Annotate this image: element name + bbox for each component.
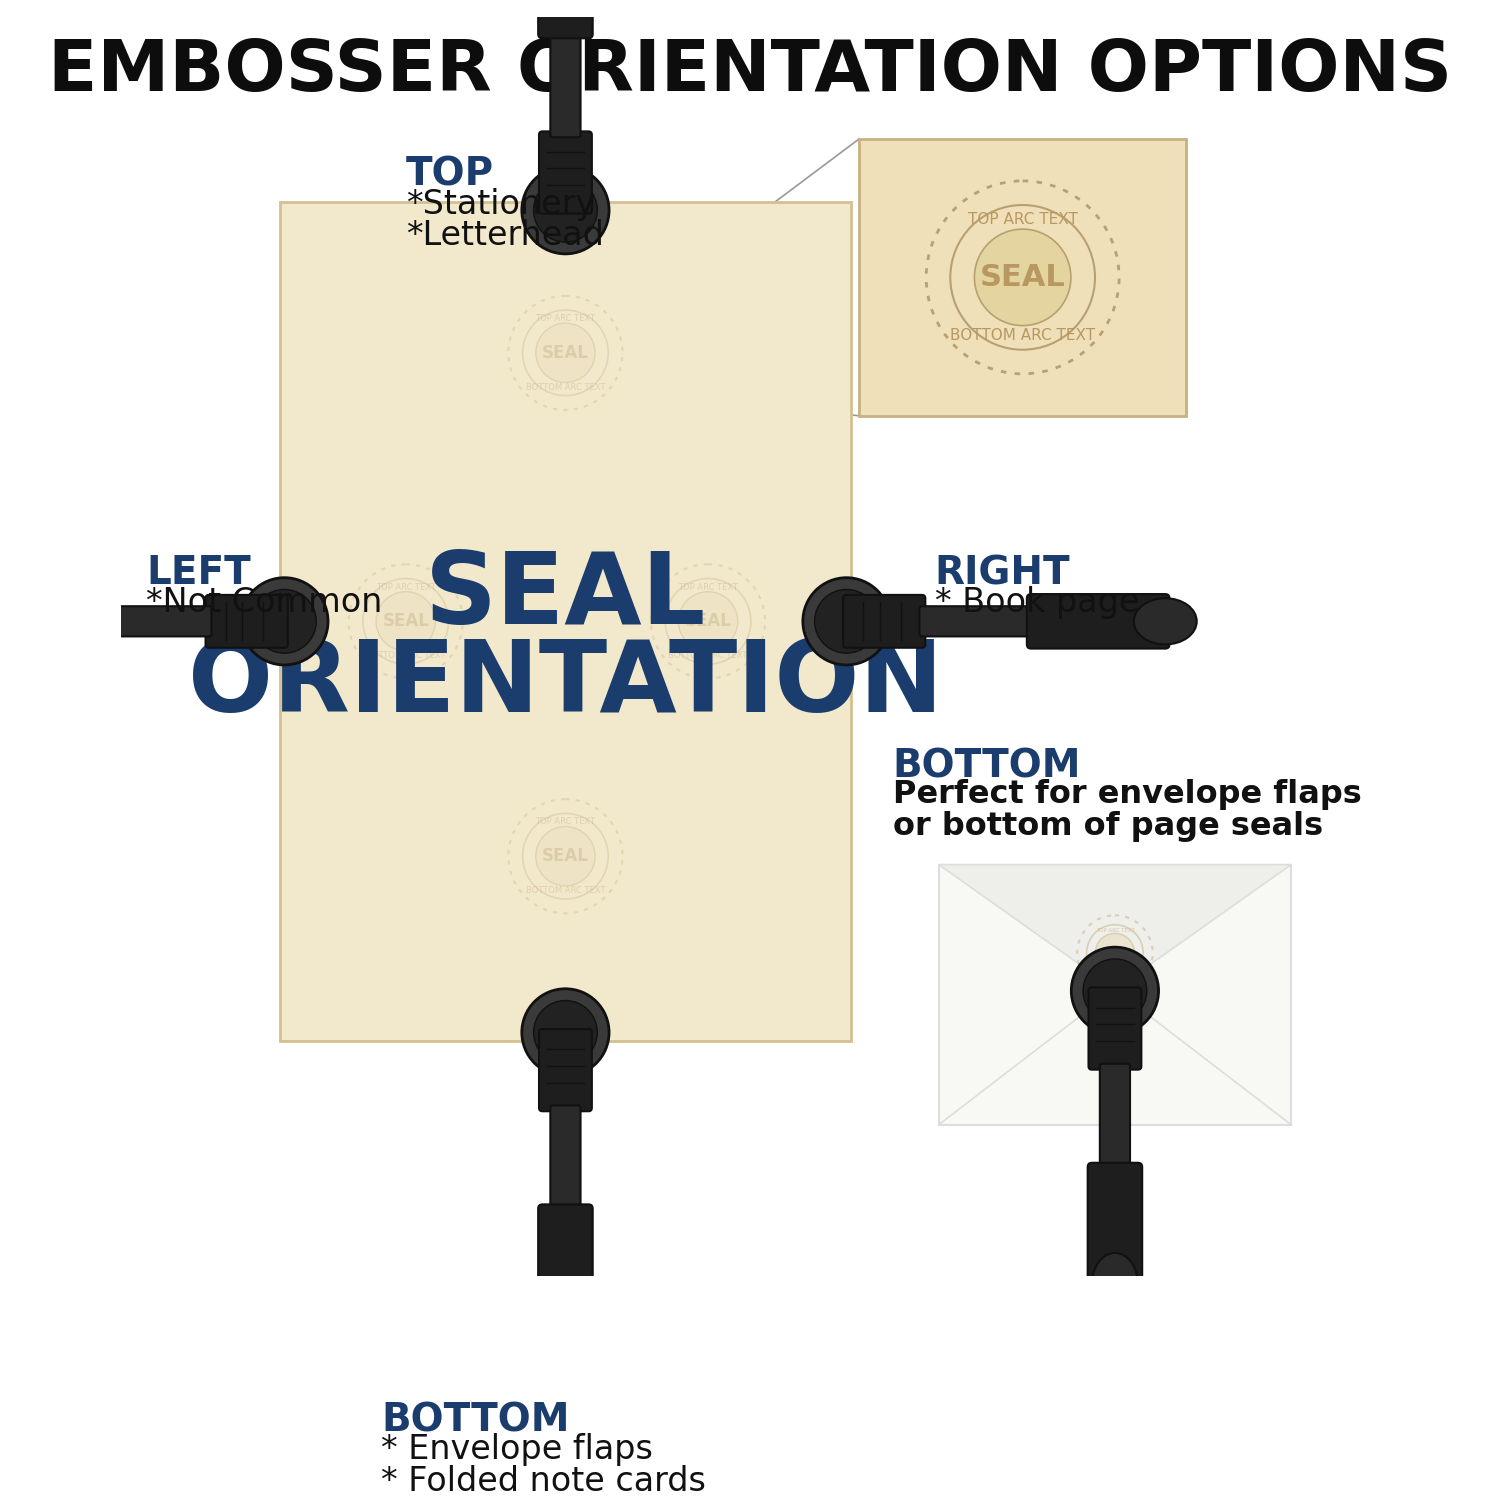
FancyBboxPatch shape: [538, 132, 592, 213]
Text: BOTTOM ARC TEXT: BOTTOM ARC TEXT: [526, 886, 605, 896]
Text: BOTTOM ARC TEXT: BOTTOM ARC TEXT: [1089, 974, 1140, 978]
Circle shape: [242, 578, 328, 664]
Text: TOP ARC TEXT: TOP ARC TEXT: [968, 211, 1077, 226]
Text: *Not Common: *Not Common: [146, 586, 382, 620]
Text: SEAL: SEAL: [382, 612, 429, 630]
FancyBboxPatch shape: [538, 1029, 592, 1112]
FancyBboxPatch shape: [1100, 1064, 1130, 1170]
Circle shape: [534, 1000, 597, 1065]
Circle shape: [536, 322, 596, 382]
Text: * Envelope flaps: * Envelope flaps: [381, 1434, 652, 1467]
Text: EMBOSSER ORIENTATION OPTIONS: EMBOSSER ORIENTATION OPTIONS: [48, 38, 1452, 106]
Text: BOTTOM: BOTTOM: [892, 747, 1082, 784]
Text: TOP ARC TEXT: TOP ARC TEXT: [536, 818, 596, 827]
Text: RIGHT: RIGHT: [934, 554, 1070, 592]
Text: TOP ARC TEXT: TOP ARC TEXT: [678, 582, 738, 591]
Circle shape: [951, 206, 1095, 350]
Circle shape: [252, 590, 316, 652]
FancyBboxPatch shape: [550, 1106, 580, 1210]
Text: SEAL: SEAL: [980, 262, 1065, 292]
Text: *Letterhead: *Letterhead: [406, 219, 604, 252]
Text: Perfect for envelope flaps: Perfect for envelope flaps: [892, 778, 1362, 810]
FancyBboxPatch shape: [939, 864, 1292, 1125]
Circle shape: [1083, 958, 1148, 1023]
Text: TOP ARC TEXT: TOP ARC TEXT: [375, 582, 435, 591]
FancyBboxPatch shape: [920, 606, 1034, 636]
FancyBboxPatch shape: [1089, 987, 1142, 1070]
Text: * Book page: * Book page: [934, 586, 1138, 620]
Text: *Stationery: *Stationery: [406, 188, 596, 220]
FancyBboxPatch shape: [538, 1204, 592, 1330]
Text: BOTTOM ARC TEXT: BOTTOM ARC TEXT: [366, 651, 446, 660]
Circle shape: [1095, 933, 1134, 972]
FancyBboxPatch shape: [98, 606, 211, 636]
Ellipse shape: [1092, 1252, 1138, 1316]
Text: SEAL: SEAL: [542, 344, 590, 362]
Circle shape: [376, 591, 435, 651]
FancyBboxPatch shape: [538, 0, 592, 39]
Ellipse shape: [543, 1294, 588, 1358]
Text: TOP ARC TEXT: TOP ARC TEXT: [1095, 928, 1134, 933]
Text: BOTTOM ARC TEXT: BOTTOM ARC TEXT: [526, 382, 605, 392]
Circle shape: [802, 578, 889, 664]
Text: SEAL: SEAL: [424, 548, 706, 645]
Text: BOTTOM ARC TEXT: BOTTOM ARC TEXT: [950, 328, 1095, 344]
Circle shape: [1071, 946, 1158, 1035]
FancyBboxPatch shape: [206, 596, 288, 648]
FancyBboxPatch shape: [280, 202, 850, 1041]
Text: LEFT: LEFT: [146, 554, 250, 592]
Circle shape: [522, 166, 609, 254]
Text: or bottom of page seals: or bottom of page seals: [892, 812, 1323, 842]
Circle shape: [522, 988, 609, 1076]
Circle shape: [536, 827, 596, 886]
Ellipse shape: [1134, 598, 1197, 645]
FancyBboxPatch shape: [1088, 1162, 1142, 1288]
Text: SEAL: SEAL: [542, 847, 590, 865]
Text: TOP: TOP: [406, 156, 494, 194]
Circle shape: [534, 178, 597, 242]
FancyBboxPatch shape: [859, 140, 1186, 416]
Text: * Folded note cards: * Folded note cards: [381, 1466, 706, 1498]
FancyBboxPatch shape: [0, 594, 104, 648]
Circle shape: [678, 591, 738, 651]
Circle shape: [975, 230, 1071, 326]
Text: ORIENTATION: ORIENTATION: [188, 636, 944, 732]
FancyBboxPatch shape: [1028, 594, 1170, 648]
Text: TOP ARC TEXT: TOP ARC TEXT: [536, 314, 596, 322]
FancyBboxPatch shape: [843, 596, 926, 648]
Polygon shape: [939, 864, 1292, 990]
Text: SEAL: SEAL: [684, 612, 732, 630]
Text: BOTTOM ARC TEXT: BOTTOM ARC TEXT: [669, 651, 747, 660]
Circle shape: [815, 590, 879, 652]
Text: SEAL: SEAL: [1100, 948, 1131, 958]
FancyBboxPatch shape: [550, 32, 580, 138]
Text: BOTTOM: BOTTOM: [381, 1401, 570, 1440]
